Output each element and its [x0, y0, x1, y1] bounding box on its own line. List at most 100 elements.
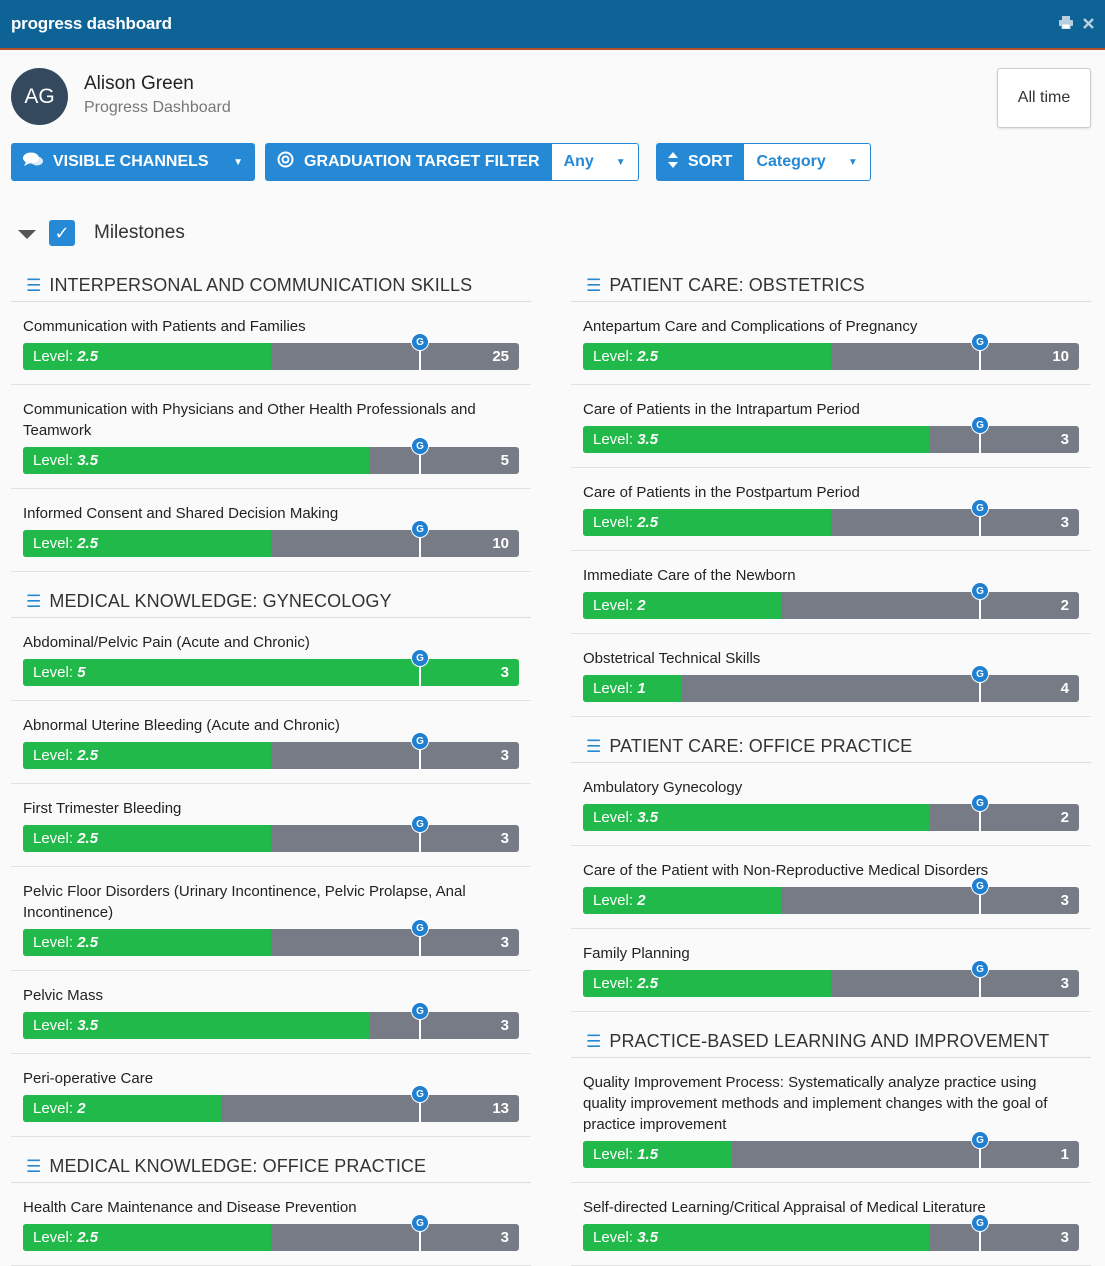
collapse-triangle-icon[interactable] [18, 229, 36, 239]
graduation-target-marker[interactable]: G [971, 416, 989, 434]
milestone-name: Peri-operative Care [23, 1070, 154, 1087]
progress-bar: Level: 2 G 2 [583, 582, 1079, 619]
list-icon: ☰ [586, 736, 602, 756]
level-text: Level: 2 [33, 1095, 86, 1122]
sort-select[interactable]: Category ▼ [744, 143, 871, 181]
graduation-target-marker[interactable]: G [971, 582, 989, 600]
graduation-target-marker[interactable]: G [971, 665, 989, 683]
graduation-target-marker[interactable]: G [411, 1085, 429, 1103]
level-text: Level: 2.5 [33, 929, 98, 956]
milestone-item[interactable]: Communication with Patients and Families… [11, 302, 531, 385]
milestone-item[interactable]: Communication with Physicians and Other … [11, 385, 531, 489]
level-label: Level: [33, 1017, 74, 1034]
level-label: Level: [33, 535, 74, 552]
graduation-target-filter[interactable]: GRADUATION TARGET FILTER Any ▼ [265, 143, 639, 181]
milestone-item[interactable]: Obstetrical Technical Skills Level: 1 G 4 [571, 634, 1091, 717]
graduation-target-label: GRADUATION TARGET FILTER [304, 153, 540, 170]
graduation-target-marker[interactable]: G [971, 333, 989, 351]
progress-fill [23, 929, 271, 956]
graduation-target-marker[interactable]: G [411, 1214, 429, 1232]
graduation-target-marker[interactable]: G [971, 499, 989, 517]
milestone-item[interactable]: Pelvic Floor Disorders (Urinary Incontin… [11, 867, 531, 971]
graduation-target-marker[interactable]: G [411, 815, 429, 833]
graduation-target-marker[interactable]: G [411, 1002, 429, 1020]
close-icon[interactable] [1083, 16, 1094, 32]
graduation-target-marker[interactable]: G [411, 520, 429, 538]
graduation-target-line [419, 833, 421, 852]
progress-fill [23, 447, 371, 474]
assessment-count: 3 [500, 747, 509, 764]
milestones-checkbox[interactable]: ✓ [49, 220, 75, 246]
visible-channels-button[interactable]: VISIBLE CHANNELS ▼ [11, 143, 255, 181]
progress-fill [23, 530, 271, 557]
assessment-count: 3 [500, 830, 509, 847]
level-label: Level: [593, 680, 634, 697]
progress-fill [23, 825, 271, 852]
list-icon: ☰ [26, 591, 42, 611]
graduation-target-marker[interactable]: G [411, 437, 429, 455]
sort-control[interactable]: SORT Category ▼ [656, 143, 871, 181]
milestone-name: Communication with Physicians and Other … [23, 401, 476, 439]
milestone-item[interactable]: Health Care Maintenance and Disease Prev… [11, 1183, 531, 1266]
graduation-target-marker[interactable]: G [971, 1131, 989, 1149]
milestone-item[interactable]: Immediate Care of the Newborn Level: 2 G 2 [571, 551, 1091, 634]
graduation-target-select[interactable]: Any ▼ [551, 143, 639, 181]
progress-bar: Level: 2.5 G 10 [583, 333, 1079, 370]
graduation-target-marker[interactable]: G [971, 960, 989, 978]
milestone-item[interactable]: Informed Consent and Shared Decision Mak… [11, 489, 531, 572]
milestone-item[interactable]: Self-directed Learning/Critical Appraisa… [571, 1183, 1091, 1266]
milestone-item[interactable]: Peri-operative Care Level: 2 G 13 [11, 1054, 531, 1137]
level-label: Level: [33, 1229, 74, 1246]
milestone-item[interactable]: Family Planning Level: 2.5 G 3 [571, 929, 1091, 1012]
progress-fill [23, 659, 519, 686]
category-header: ☰ PRACTICE-BASED LEARNING AND IMPROVEMENT [571, 1026, 1091, 1058]
milestone-name: Health Care Maintenance and Disease Prev… [23, 1199, 357, 1216]
progress-fill [583, 592, 782, 619]
level-label: Level: [33, 934, 74, 951]
graduation-target-line [419, 538, 421, 557]
graduation-target-marker[interactable]: G [411, 649, 429, 667]
graduation-target-line [419, 455, 421, 474]
category-title: MEDICAL KNOWLEDGE: GYNECOLOGY [49, 591, 392, 611]
time-range-button[interactable]: All time [997, 68, 1091, 128]
milestone-item[interactable]: Care of Patients in the Postpartum Perio… [571, 468, 1091, 551]
milestone-name: Care of Patients in the Intrapartum Peri… [583, 401, 860, 418]
graduation-target-line [419, 667, 421, 686]
level-label: Level: [593, 809, 634, 826]
level-text: Level: 2.5 [33, 1224, 98, 1251]
category-header: ☰ MEDICAL KNOWLEDGE: OFFICE PRACTICE [11, 1151, 531, 1183]
print-icon[interactable] [1059, 16, 1073, 32]
milestone-item[interactable]: Abnormal Uterine Bleeding (Acute and Chr… [11, 701, 531, 784]
milestone-item[interactable]: Quality Improvement Process: Systematica… [571, 1058, 1091, 1183]
avatar: AG [11, 68, 68, 125]
progress-bar: Level: 3.5 G 5 [23, 437, 519, 474]
milestone-item[interactable]: Pelvic Mass Level: 3.5 G 3 [11, 971, 531, 1054]
graduation-target-marker[interactable]: G [411, 732, 429, 750]
milestone-item[interactable]: Ambulatory Gynecology Level: 3.5 G 2 [571, 763, 1091, 846]
category-header: ☰ INTERPERSONAL AND COMMUNICATION SKILLS [11, 270, 531, 302]
graduation-target-marker[interactable]: G [971, 794, 989, 812]
category-header: ☰ PATIENT CARE: OBSTETRICS [571, 270, 1091, 302]
milestone-name: Communication with Patients and Families [23, 318, 306, 335]
level-label: Level: [33, 1100, 74, 1117]
level-text: Level: 1.5 [593, 1141, 658, 1168]
graduation-target-marker[interactable]: G [411, 919, 429, 937]
level-value: 2 [637, 597, 646, 614]
milestone-item[interactable]: First Trimester Bleeding Level: 2.5 G 3 [11, 784, 531, 867]
milestone-item[interactable]: Care of Patients in the Intrapartum Peri… [571, 385, 1091, 468]
page-subtitle: Progress Dashboard [84, 99, 231, 116]
level-text: Level: 2.5 [33, 825, 98, 852]
milestone-item[interactable]: Care of the Patient with Non-Reproductiv… [571, 846, 1091, 929]
progress-fill [23, 1095, 222, 1122]
graduation-target-marker[interactable]: G [971, 877, 989, 895]
left-column: ☰ INTERPERSONAL AND COMMUNICATION SKILLS C… [11, 270, 531, 1266]
graduation-target-line [419, 1020, 421, 1039]
graduation-target-marker[interactable]: G [411, 333, 429, 351]
graduation-target-line [979, 434, 981, 453]
milestone-item[interactable]: Abdominal/Pelvic Pain (Acute and Chronic… [11, 618, 531, 701]
milestone-item[interactable]: Antepartum Care and Complications of Pre… [571, 302, 1091, 385]
level-text: Level: 2 [593, 887, 646, 914]
graduation-target-marker[interactable]: G [971, 1214, 989, 1232]
assessment-count: 2 [1060, 597, 1069, 614]
progress-bar: Level: 3.5 G 2 [583, 794, 1079, 831]
